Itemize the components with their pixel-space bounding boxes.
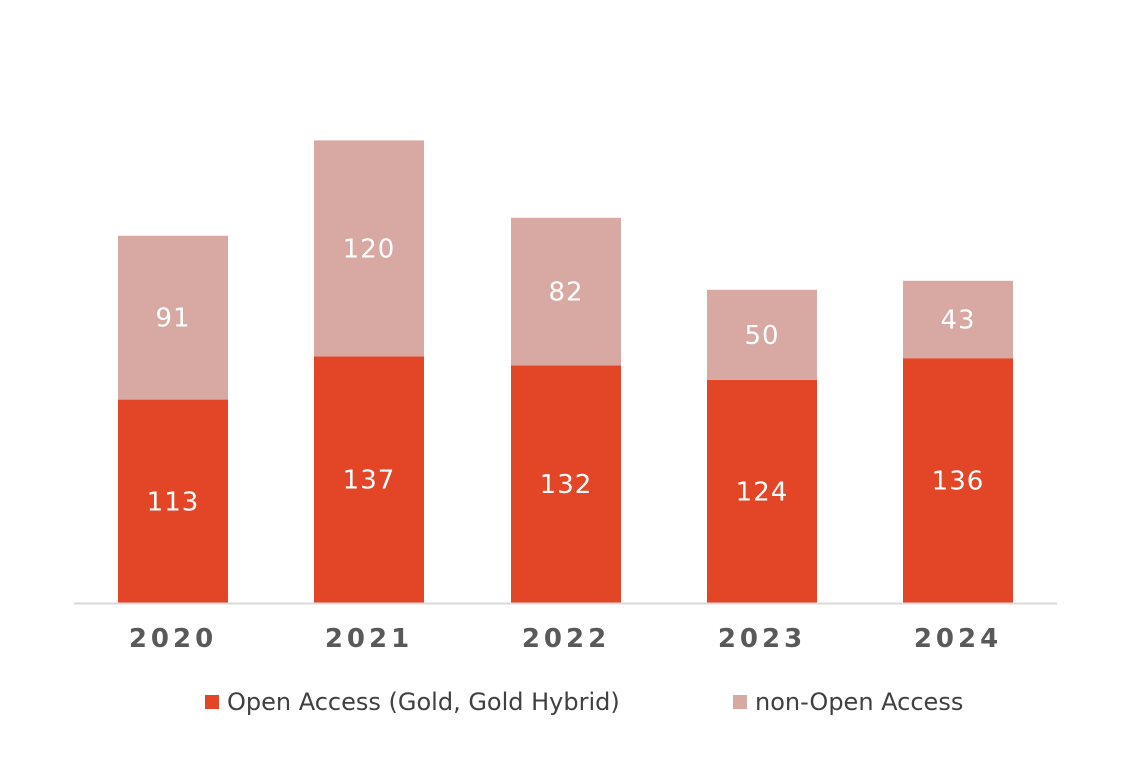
legend-label-open-access: Open Access (Gold, Gold Hybrid): [227, 688, 620, 716]
bar-open-access-gold-gold-hybrid-2024: [903, 358, 1013, 603]
bar-non-open-access-2022: [511, 217, 621, 366]
legend-item-open-access: Open Access (Gold, Gold Hybrid): [205, 684, 620, 720]
data-label-non-open-access-2024: 43: [940, 306, 975, 336]
legend-swatch-open-access: [205, 695, 219, 709]
data-label-open-access-gold-gold-hybrid-2020: 113: [147, 487, 200, 517]
bar-open-access-gold-gold-hybrid-2021: [314, 356, 424, 603]
bar-open-access-gold-gold-hybrid-2022: [511, 365, 621, 603]
data-label-non-open-access-2022: 82: [548, 278, 583, 308]
legend-label-non-open-access: non-Open Access: [755, 688, 964, 716]
legend-item-non-open-access: non-Open Access: [733, 684, 963, 720]
bar-open-access-gold-gold-hybrid-2020: [118, 399, 228, 603]
bar-non-open-access-2021: [314, 140, 424, 357]
data-label-open-access-gold-gold-hybrid-2021: 137: [343, 466, 396, 496]
data-label-non-open-access-2020: 91: [155, 304, 190, 334]
x-tick-label-2023: 2023: [718, 624, 806, 654]
data-label-open-access-gold-gold-hybrid-2022: 132: [540, 470, 593, 500]
data-label-non-open-access-2023: 50: [744, 321, 779, 351]
bar-non-open-access-2024: [903, 280, 1013, 359]
data-label-open-access-gold-gold-hybrid-2024: 136: [932, 467, 985, 497]
legend: Open Access (Gold, Gold Hybrid) non-Open…: [0, 684, 1142, 720]
data-label-non-open-access-2021: 120: [343, 234, 396, 264]
x-tick-label-2020: 2020: [129, 624, 217, 654]
x-tick-label-2021: 2021: [325, 624, 413, 654]
bar-non-open-access-2020: [118, 235, 228, 400]
data-label-open-access-gold-gold-hybrid-2023: 124: [736, 477, 789, 507]
x-tick-label-2022: 2022: [522, 624, 610, 654]
bar-open-access-gold-gold-hybrid-2023: [707, 379, 817, 603]
legend-swatch-non-open-access: [733, 695, 747, 709]
stacked-bar-chart: 113 91 2020 137 120 2021 132 82 2022 124 50 2023 136…: [74, 140, 1057, 654]
bar-non-open-access-2023: [707, 289, 817, 380]
x-tick-label-2024: 2024: [914, 624, 1002, 654]
